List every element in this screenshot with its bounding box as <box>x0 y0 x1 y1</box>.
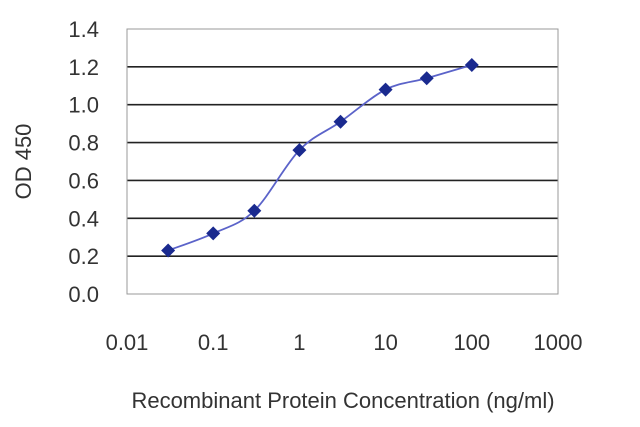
plot-frame <box>126 28 559 295</box>
data-series <box>161 57 479 258</box>
y-tick-label: 0.0 <box>68 282 99 307</box>
x-tick-label: 0.1 <box>198 330 229 355</box>
y-tick-label: 0.6 <box>68 168 99 193</box>
tick-labels: 0.0 0.2 0.4 0.6 0.8 1.0 1.2 1.4 0.01 0.1 1 10 100 100… <box>68 17 582 355</box>
x-tick-label: 0.01 <box>106 330 149 355</box>
data-point-marker <box>206 226 221 241</box>
data-point-marker <box>292 143 307 158</box>
x-tick-label: 1000 <box>534 330 583 355</box>
data-point-marker <box>378 82 393 97</box>
data-point-marker <box>161 243 176 258</box>
data-point-marker <box>247 203 262 218</box>
data-point-marker <box>464 57 479 72</box>
data-point-marker <box>333 114 348 129</box>
y-tick-label: 1.4 <box>68 17 99 42</box>
y-tick-label: 0.2 <box>68 244 99 269</box>
x-tick-label: 100 <box>453 330 490 355</box>
x-axis-title: Recombinant Protein Concentration (ng/ml… <box>131 388 554 413</box>
x-tick-label: 10 <box>373 330 397 355</box>
y-axis-title: OD 450 <box>11 124 36 200</box>
y-tick-label: 1.2 <box>68 55 99 80</box>
y-tick-label: 0.4 <box>68 206 99 231</box>
y-tick-label: 0.8 <box>68 131 99 156</box>
x-tick-label: 1 <box>293 330 305 355</box>
y-tick-label: 1.0 <box>68 93 99 118</box>
data-point-marker <box>419 71 434 86</box>
gridlines <box>127 66 558 257</box>
